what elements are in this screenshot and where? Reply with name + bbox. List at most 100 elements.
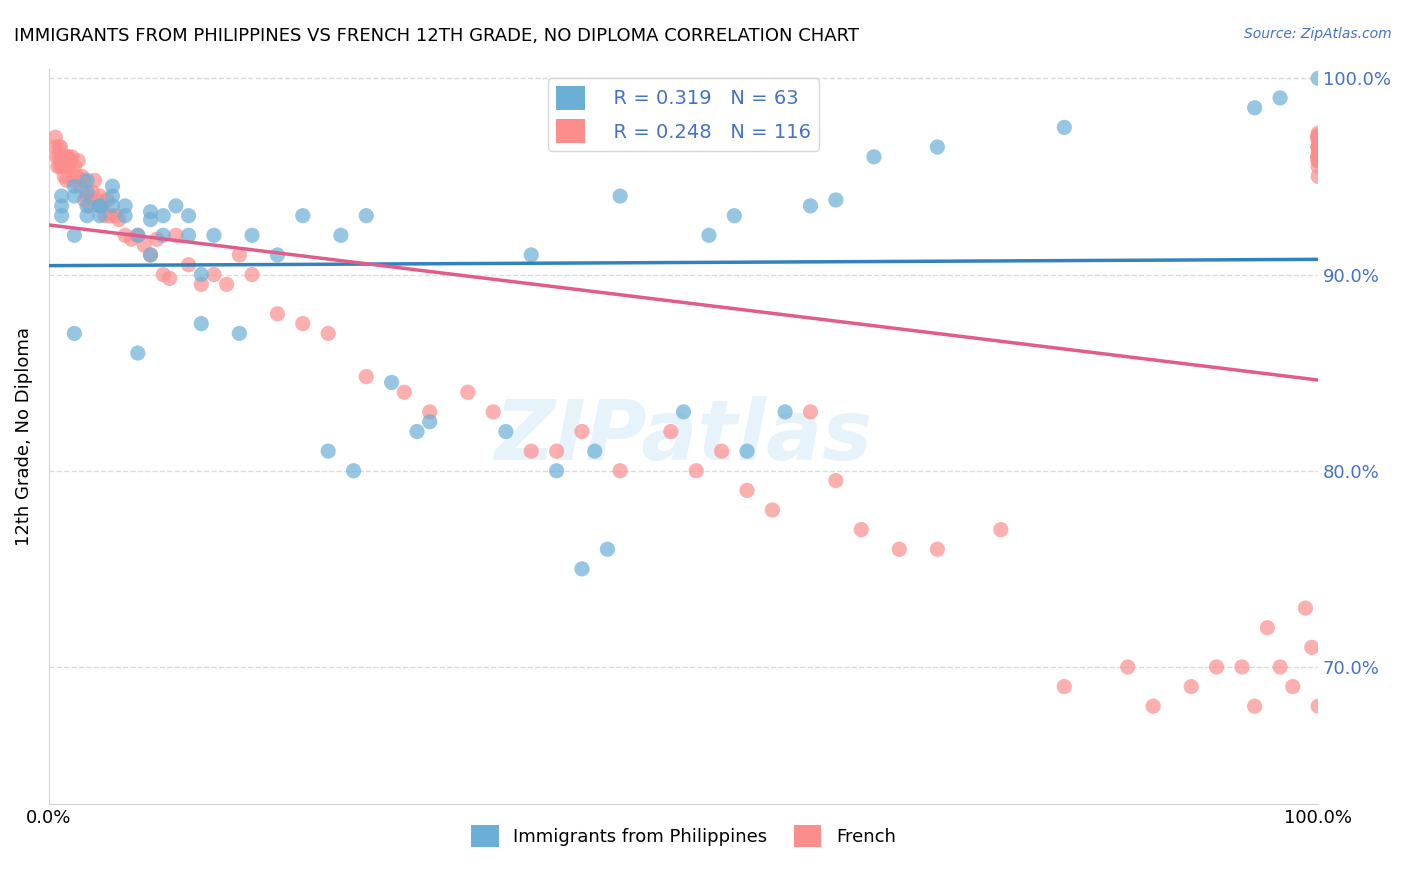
French bbox=[1308, 150, 1330, 164]
French bbox=[96, 193, 118, 207]
French bbox=[1053, 680, 1076, 694]
Immigrants from Philippines bbox=[190, 268, 212, 282]
French bbox=[51, 160, 73, 174]
Immigrants from Philippines bbox=[824, 193, 846, 207]
French bbox=[1308, 128, 1330, 143]
French bbox=[1205, 660, 1227, 674]
French bbox=[53, 150, 76, 164]
Immigrants from Philippines bbox=[863, 150, 886, 164]
French bbox=[104, 209, 127, 223]
French bbox=[44, 130, 66, 145]
Text: IMMIGRANTS FROM PHILIPPINES VS FRENCH 12TH GRADE, NO DIPLOMA CORRELATION CHART: IMMIGRANTS FROM PHILIPPINES VS FRENCH 12… bbox=[14, 27, 859, 45]
Immigrants from Philippines bbox=[89, 199, 111, 213]
French bbox=[1308, 150, 1330, 164]
French bbox=[1308, 130, 1330, 145]
Immigrants from Philippines bbox=[228, 326, 250, 341]
French bbox=[139, 248, 162, 262]
Immigrants from Philippines bbox=[63, 228, 86, 243]
French bbox=[419, 405, 441, 419]
Immigrants from Philippines bbox=[697, 228, 720, 243]
French bbox=[190, 277, 212, 292]
Immigrants from Philippines bbox=[342, 464, 364, 478]
French bbox=[1308, 134, 1330, 148]
Immigrants from Philippines bbox=[329, 228, 352, 243]
French bbox=[546, 444, 568, 458]
Immigrants from Philippines bbox=[495, 425, 517, 439]
Immigrants from Philippines bbox=[165, 199, 187, 213]
French bbox=[482, 405, 505, 419]
French bbox=[1308, 130, 1330, 145]
French bbox=[72, 173, 94, 187]
French bbox=[927, 542, 949, 557]
French bbox=[761, 503, 783, 517]
Immigrants from Philippines bbox=[101, 199, 124, 213]
Immigrants from Philippines bbox=[114, 199, 136, 213]
French bbox=[55, 173, 77, 187]
Immigrants from Philippines bbox=[139, 212, 162, 227]
French bbox=[67, 153, 90, 168]
French bbox=[152, 268, 174, 282]
French bbox=[266, 307, 288, 321]
French bbox=[990, 523, 1012, 537]
French bbox=[121, 232, 143, 246]
French bbox=[53, 169, 76, 184]
Immigrants from Philippines bbox=[51, 189, 73, 203]
French bbox=[55, 150, 77, 164]
French bbox=[799, 405, 821, 419]
French bbox=[1243, 699, 1265, 714]
French bbox=[1308, 150, 1330, 164]
French bbox=[1308, 153, 1330, 168]
French bbox=[1308, 130, 1330, 145]
Immigrants from Philippines bbox=[177, 209, 200, 223]
French bbox=[52, 160, 75, 174]
French bbox=[1308, 160, 1330, 174]
Immigrants from Philippines bbox=[139, 204, 162, 219]
French bbox=[851, 523, 873, 537]
French bbox=[1294, 601, 1316, 615]
French bbox=[1308, 130, 1330, 145]
French bbox=[240, 268, 263, 282]
French bbox=[1308, 699, 1330, 714]
Immigrants from Philippines bbox=[520, 248, 543, 262]
Immigrants from Philippines bbox=[190, 317, 212, 331]
Immigrants from Philippines bbox=[76, 185, 98, 199]
French bbox=[1308, 169, 1330, 184]
Immigrants from Philippines bbox=[723, 209, 745, 223]
Immigrants from Philippines bbox=[89, 199, 111, 213]
French bbox=[735, 483, 758, 498]
Immigrants from Philippines bbox=[583, 444, 606, 458]
French bbox=[520, 444, 543, 458]
Immigrants from Philippines bbox=[266, 248, 288, 262]
Immigrants from Philippines bbox=[202, 228, 225, 243]
Immigrants from Philippines bbox=[316, 444, 339, 458]
French bbox=[165, 228, 187, 243]
Immigrants from Philippines bbox=[63, 179, 86, 194]
French bbox=[202, 268, 225, 282]
Immigrants from Philippines bbox=[127, 228, 149, 243]
French bbox=[48, 140, 70, 154]
French bbox=[1230, 660, 1253, 674]
French bbox=[46, 160, 69, 174]
French bbox=[48, 150, 70, 164]
Immigrants from Philippines bbox=[114, 209, 136, 223]
French bbox=[571, 425, 593, 439]
Immigrants from Philippines bbox=[1053, 120, 1076, 135]
French bbox=[94, 209, 117, 223]
Immigrants from Philippines bbox=[735, 444, 758, 458]
Immigrants from Philippines bbox=[356, 209, 378, 223]
French bbox=[1142, 699, 1164, 714]
French bbox=[710, 444, 733, 458]
French bbox=[52, 153, 75, 168]
French bbox=[1180, 680, 1202, 694]
French bbox=[1308, 140, 1330, 154]
French bbox=[177, 258, 200, 272]
French bbox=[356, 369, 378, 384]
Immigrants from Philippines bbox=[571, 562, 593, 576]
French bbox=[609, 464, 631, 478]
French bbox=[82, 185, 104, 199]
French bbox=[49, 140, 72, 154]
Text: ZIPatlas: ZIPatlas bbox=[495, 396, 873, 477]
Immigrants from Philippines bbox=[127, 346, 149, 360]
Immigrants from Philippines bbox=[101, 189, 124, 203]
French bbox=[1301, 640, 1323, 655]
